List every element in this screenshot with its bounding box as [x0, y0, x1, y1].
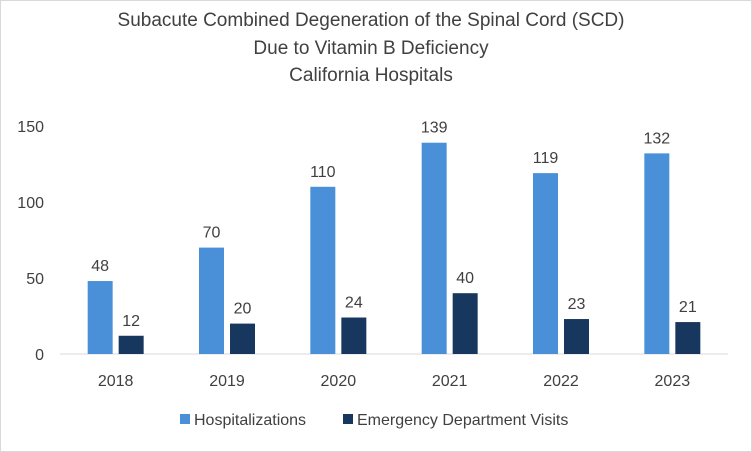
- chart-title-line-3: California Hospitals: [289, 65, 453, 86]
- y-tick-label: 0: [35, 347, 44, 364]
- data-label: 20: [234, 301, 252, 318]
- bar-hospitalizations-2021: [421, 142, 447, 354]
- y-tick-label: 50: [26, 271, 44, 288]
- legend-label-hospitalizations: Hospitalizations: [194, 412, 306, 429]
- bar-hospitalizations-2020: [310, 186, 336, 354]
- bar-ed-visits-2019: [230, 323, 255, 354]
- bar-ed-visits-2021: [452, 293, 478, 354]
- data-label: 21: [679, 299, 697, 316]
- y-tick-label: 100: [17, 195, 44, 212]
- data-label: 139: [421, 120, 448, 137]
- bars: 48 12 70 20 110 24 139 40 119 23 132 21: [87, 120, 701, 354]
- legend-swatch-ed-visits: [343, 414, 353, 424]
- legend: Hospitalizations Emergency Department Vis…: [180, 412, 568, 429]
- chart-title-line-1: Subacute Combined Degeneration of the Sp…: [118, 10, 625, 31]
- data-label: 40: [456, 270, 474, 287]
- data-label: 110: [310, 164, 336, 181]
- data-label: 23: [568, 296, 586, 313]
- bar-ed-visits-2022: [564, 319, 589, 354]
- bar-ed-visits-2018: [118, 335, 144, 354]
- bar-hospitalizations-2023: [644, 153, 670, 354]
- bar-ed-visits-2020: [341, 317, 367, 354]
- y-axis: 0 50 100 150: [17, 119, 44, 364]
- x-tick-label: 2022: [543, 373, 579, 390]
- chart-title: Subacute Combined Degeneration of the Sp…: [118, 10, 625, 86]
- x-tick-label: 2020: [321, 373, 357, 390]
- bar-hospitalizations-2022: [533, 173, 558, 354]
- x-axis: 2018 2019 2020 2021 2022 2023: [98, 373, 690, 390]
- bar-ed-visits-2023: [675, 322, 701, 354]
- legend-swatch-hospitalizations: [180, 414, 190, 424]
- y-tick-label: 150: [17, 119, 44, 136]
- bar-hospitalizations-2018: [87, 281, 113, 354]
- x-tick-label: 2023: [655, 373, 691, 390]
- x-tick-label: 2018: [98, 373, 134, 390]
- data-label: 132: [643, 130, 670, 147]
- data-label: 48: [91, 258, 109, 275]
- data-label: 119: [533, 150, 559, 167]
- data-label: 12: [122, 313, 140, 330]
- bar-hospitalizations-2019: [199, 247, 224, 354]
- chart-title-line-2: Due to Vitamin B Deficiency: [253, 38, 489, 59]
- data-label: 70: [203, 225, 221, 242]
- x-tick-label: 2019: [209, 373, 245, 390]
- x-tick-label: 2021: [432, 373, 468, 390]
- legend-label-ed-visits: Emergency Department Visits: [357, 412, 568, 429]
- data-label: 24: [345, 295, 363, 312]
